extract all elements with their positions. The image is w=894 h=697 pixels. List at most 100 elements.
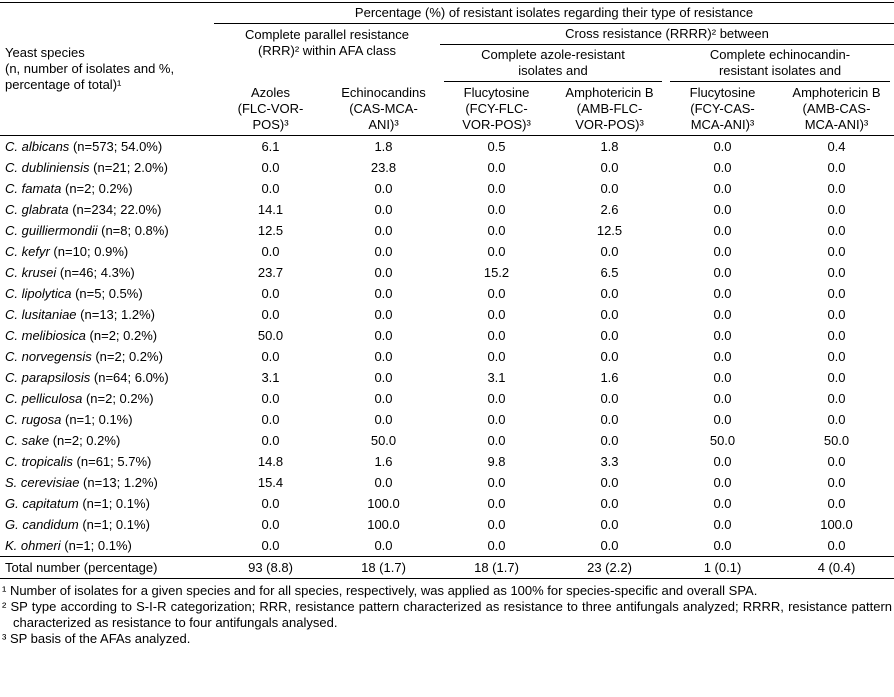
value-cell: 0.0 xyxy=(600,391,619,406)
value-cell: 6.5 xyxy=(600,265,619,280)
species-row: C. melibiosica (n=2; 0.2%) 50.0 0.0 0.0 0.0 0… xyxy=(0,325,894,346)
value-cell: 0.0 xyxy=(713,412,732,427)
species-cell: C. dubliniensis (n=21; 2.0%) xyxy=(0,157,214,178)
species-row: C. kefyr (n=10; 0.9%) 0.0 0.0 0.0 0.0 0.0 0.0 xyxy=(0,241,894,262)
species-row: C. norvegensis (n=2; 0.2%) 0.0 0.0 0.0 0.0 0.… xyxy=(0,346,894,367)
value-cell: 0.0 xyxy=(827,307,846,322)
subgroup-echinocandin-resistant: Complete echinocandin- resistant isolate… xyxy=(666,45,894,82)
value-cell: 100.0 xyxy=(820,517,853,532)
table-body: C. albicans (n=573; 54.0%) 6.1 1.8 0.5 1.8 0.… xyxy=(0,136,894,579)
value-cell: 0.5 xyxy=(487,139,506,154)
value-cell: 14.1 xyxy=(257,202,284,217)
value-cell: 100.0 xyxy=(367,496,400,511)
value-cell: 50.0 xyxy=(370,433,397,448)
col-header-echinocandins: Echinocandins (CAS-MCA- ANI)³ xyxy=(327,82,440,136)
value-cell: 3.3 xyxy=(600,454,619,469)
subgroup-azole-text: Complete azole-resistant isolates and xyxy=(444,47,662,82)
species-cell: C. lusitaniae (n=13; 1.2%) xyxy=(0,304,214,325)
value-cell: 0.0 xyxy=(374,202,393,217)
value-cell: 0.0 xyxy=(827,349,846,364)
species-name: C. kefyr xyxy=(5,244,50,259)
species-detail: (n=10; 0.9%) xyxy=(53,244,129,259)
value-cell: 0.0 xyxy=(261,349,280,364)
value-cell: 3.1 xyxy=(487,370,506,385)
species-row: C. rugosa (n=1; 0.1%) 0.0 0.0 0.0 0.0 0.0 0.0 xyxy=(0,409,894,430)
value-cell: 0.0 xyxy=(827,391,846,406)
species-row: C. lipolytica (n=5; 0.5%) 0.0 0.0 0.0 0.0 0.0… xyxy=(0,283,894,304)
value-cell: 0.0 xyxy=(374,286,393,301)
species-detail: (n=2; 0.2%) xyxy=(89,328,158,343)
group-cross-resistance: Cross resistance (RRRR)² between xyxy=(440,23,894,45)
resistance-table: Yeast species (n, number of isolates and… xyxy=(0,2,894,579)
species-cell: C. pelliculosa (n=2; 0.2%) xyxy=(0,388,214,409)
value-cell: 0.0 xyxy=(827,370,846,385)
value-cell: 0.0 xyxy=(600,160,619,175)
value-cell: 12.5 xyxy=(596,223,623,238)
value-cell: 0.0 xyxy=(487,475,506,490)
value-cell: 18 (1.7) xyxy=(440,556,553,579)
value-cell: 1.8 xyxy=(600,139,619,154)
species-name: G. candidum xyxy=(5,517,79,532)
species-row: C. guilliermondii (n=8; 0.8%) 12.5 0.0 0.0 1… xyxy=(0,220,894,241)
species-name: S. cerevisiae xyxy=(5,475,80,490)
species-detail: (n=2; 0.2%) xyxy=(52,433,121,448)
species-name: C. dubliniensis xyxy=(5,160,90,175)
species-detail: (n=5; 0.5%) xyxy=(75,286,143,301)
value-cell: 23.8 xyxy=(370,160,397,175)
value-cell: 2.6 xyxy=(600,202,619,217)
value-cell: 0.0 xyxy=(713,538,732,553)
value-cell: 0.0 xyxy=(827,475,846,490)
col-header-amphotericin-echino: Amphotericin B (AMB-CAS- MCA-ANI)³ xyxy=(779,82,894,136)
value-cell: 93 (8.8) xyxy=(214,556,327,579)
value-cell: 0.0 xyxy=(713,139,732,154)
value-cell: 0.0 xyxy=(261,307,280,322)
species-cell: G. capitatum (n=1; 0.1%) xyxy=(0,493,214,514)
value-cell: 0.0 xyxy=(261,538,280,553)
value-cell: 9.8 xyxy=(487,454,506,469)
value-cell: 0.0 xyxy=(600,475,619,490)
species-name: C. parapsilosis xyxy=(5,370,91,385)
value-cell: 0.0 xyxy=(827,265,846,280)
species-detail: (n=13; 1.2%) xyxy=(80,307,155,322)
value-cell: 3.1 xyxy=(261,370,280,385)
value-cell: 15.4 xyxy=(257,475,284,490)
subgroup-echinocandin-text: Complete echinocandin- resistant isolate… xyxy=(670,47,890,82)
species-name: Total number (percentage) xyxy=(5,560,158,575)
species-detail: (n=46; 4.3%) xyxy=(59,265,135,280)
value-cell: 0.0 xyxy=(827,223,846,238)
value-cell: 0.0 xyxy=(487,517,506,532)
value-cell: 0.0 xyxy=(374,412,393,427)
value-cell: 0.0 xyxy=(713,349,732,364)
species-row: C. tropicalis (n=61; 5.7%) 14.8 1.6 9.8 3.3 0… xyxy=(0,451,894,472)
yeast-species-header-text: Yeast species (n, number of isolates and… xyxy=(5,45,175,92)
species-cell: C. sake (n=2; 0.2%) xyxy=(0,430,214,451)
value-cell: 0.0 xyxy=(600,181,619,196)
species-cell: C. parapsilosis (n=64; 6.0%) xyxy=(0,367,214,388)
species-detail: (n=1; 0.1%) xyxy=(82,517,150,532)
value-cell: 0.0 xyxy=(827,538,846,553)
species-row: S. cerevisiae (n=13; 1.2%) 15.4 0.0 0.0 0.0 0… xyxy=(0,472,894,493)
value-cell: 0.0 xyxy=(487,391,506,406)
species-detail: (n=1; 0.1%) xyxy=(64,538,132,553)
species-detail: (n=1; 0.1%) xyxy=(65,412,133,427)
value-cell: 0.0 xyxy=(600,328,619,343)
value-cell: 4 (0.4) xyxy=(779,556,894,579)
value-cell: 0.0 xyxy=(374,265,393,280)
species-row: C. sake (n=2; 0.2%) 0.0 50.0 0.0 0.0 50.0 50.0 xyxy=(0,430,894,451)
value-cell: 0.0 xyxy=(713,328,732,343)
col-header-amphotericin-azole: Amphotericin B (AMB-FLC- VOR-POS)³ xyxy=(553,82,666,136)
subgroup-azole-resistant: Complete azole-resistant isolates and xyxy=(440,45,666,82)
value-cell: 0.0 xyxy=(827,328,846,343)
value-cell: 0.0 xyxy=(374,307,393,322)
species-cell: G. candidum (n=1; 0.1%) xyxy=(0,514,214,535)
species-detail: (n=61; 5.7%) xyxy=(76,454,152,469)
value-cell: 0.0 xyxy=(374,391,393,406)
value-cell: 0.0 xyxy=(487,433,506,448)
value-cell: 0.0 xyxy=(713,475,732,490)
species-cell: C. guilliermondii (n=8; 0.8%) xyxy=(0,220,214,241)
value-cell: 0.0 xyxy=(487,181,506,196)
value-cell: 18 (1.7) xyxy=(327,556,440,579)
value-cell: 50.0 xyxy=(709,433,736,448)
value-cell: 0.0 xyxy=(487,496,506,511)
footnote-3: ³ SP basis of the AFAs analyzed. xyxy=(2,631,191,646)
